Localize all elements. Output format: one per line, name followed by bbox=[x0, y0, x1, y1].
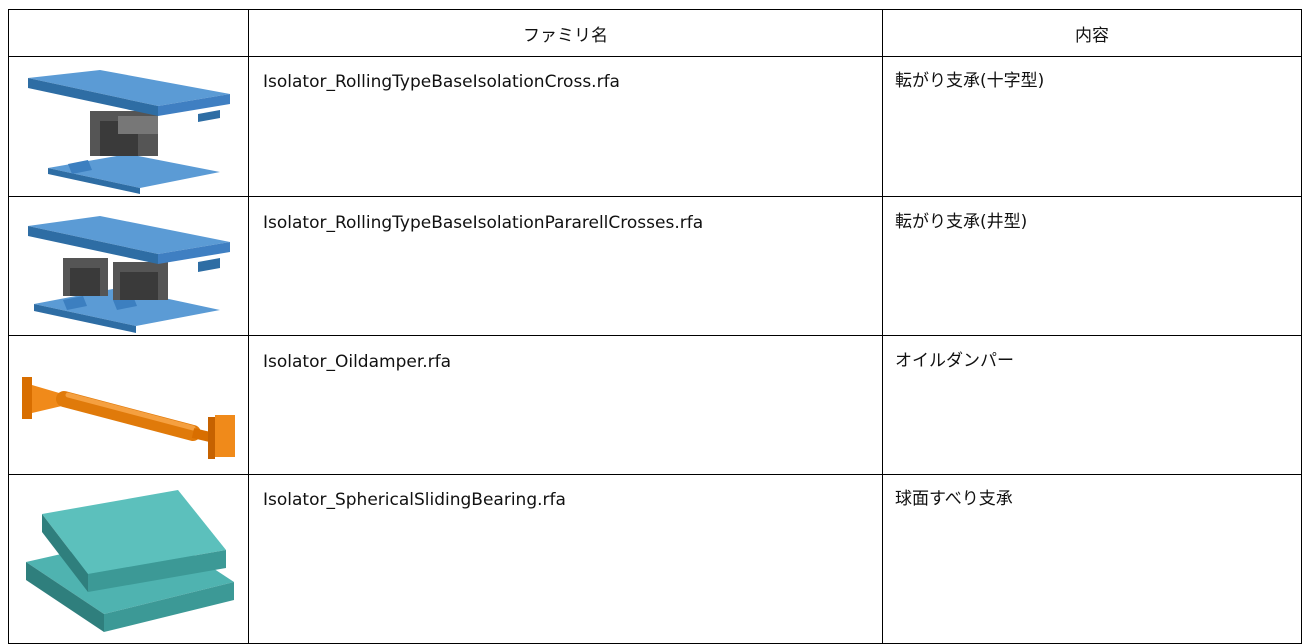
oildamper-icon bbox=[22, 377, 235, 459]
description: 球面すべり支承 bbox=[895, 489, 1013, 509]
header-text: 内容 bbox=[1075, 26, 1109, 46]
description: オイルダンパー bbox=[895, 351, 1014, 371]
isolator-cross-icon bbox=[28, 70, 230, 194]
sliding-bearing-icon bbox=[26, 490, 234, 632]
description: 転がり支承(井型) bbox=[895, 212, 1028, 232]
family-name: Isolator_Oildamper.rfa bbox=[263, 352, 452, 372]
family-name: Isolator_SphericalSlidingBearing.rfa bbox=[263, 490, 566, 510]
header-cell bbox=[8, 9, 249, 57]
isolator-parallel-icon bbox=[28, 216, 230, 333]
family-name: Isolator_RollingTypeBaseIsolationPararel… bbox=[263, 213, 704, 233]
description: 転がり支承(十字型) bbox=[895, 71, 1045, 91]
family-name: Isolator_RollingTypeBaseIsolationCross.r… bbox=[263, 72, 620, 92]
header-text: ファミリ名 bbox=[523, 26, 608, 46]
